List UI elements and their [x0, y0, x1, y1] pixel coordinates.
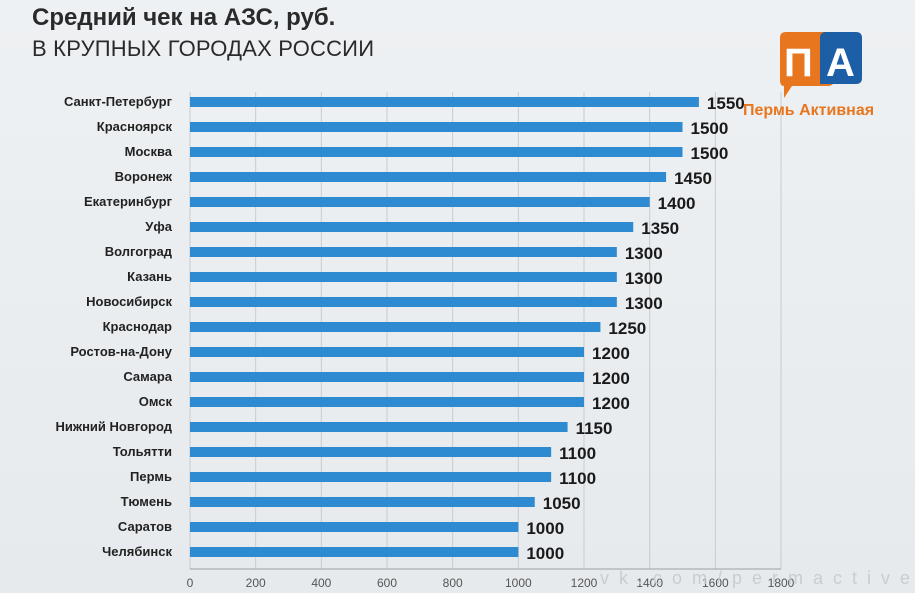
bar [190, 472, 552, 482]
perm-active-logo: П А [780, 32, 862, 98]
bar [190, 197, 650, 207]
bar [190, 97, 699, 107]
bar [190, 122, 683, 132]
x-tick-label: 1800 [768, 576, 795, 590]
svg-text:П: П [784, 41, 813, 85]
bar [190, 247, 617, 257]
bar [190, 347, 584, 357]
data-label: 1200 [592, 394, 630, 413]
data-label: 1050 [543, 494, 581, 513]
x-tick-label: 600 [377, 576, 397, 590]
bar [190, 422, 568, 432]
category-label: Тюмень [121, 494, 172, 509]
category-label: Москва [125, 144, 173, 159]
x-tick-label: 1000 [505, 576, 532, 590]
bar [190, 447, 552, 457]
x-tick-label: 200 [246, 576, 266, 590]
data-label: 1350 [641, 219, 679, 238]
bar [190, 522, 519, 532]
category-label: Красноярск [97, 119, 173, 134]
category-label: Ростов-на-Дону [70, 344, 172, 359]
data-label: 1200 [592, 369, 630, 388]
data-label: 1300 [625, 244, 663, 263]
x-tick-label: 1400 [636, 576, 663, 590]
x-tick-label: 800 [443, 576, 463, 590]
chart-subtitle: В КРУПНЫХ ГОРОДАХ РОССИИ [32, 36, 375, 61]
x-tick-label: 1600 [702, 576, 729, 590]
data-label: 1250 [608, 319, 646, 338]
x-tick-label: 0 [187, 576, 194, 590]
data-label: 1000 [526, 544, 564, 563]
data-label: 1500 [691, 119, 729, 138]
category-label: Самара [123, 369, 172, 384]
bar [190, 222, 634, 232]
data-label: 1300 [625, 269, 663, 288]
category-label: Волгоград [105, 244, 173, 259]
category-label: Пермь [130, 469, 172, 484]
data-label: 1400 [658, 194, 696, 213]
data-label: 1450 [674, 169, 712, 188]
bar [190, 297, 617, 307]
bar [190, 547, 519, 557]
category-label: Нижний Новгород [55, 419, 172, 434]
data-label: 1550 [707, 94, 745, 113]
data-label: 1150 [576, 419, 613, 438]
data-label: 1200 [592, 344, 630, 363]
category-label: Челябинск [102, 544, 172, 559]
category-label: Краснодар [103, 319, 172, 334]
bar [190, 497, 535, 507]
chart-title: Средний чек на АЗС, руб. [32, 4, 336, 31]
data-label: 1300 [625, 294, 663, 313]
bar [190, 272, 617, 282]
category-label: Тольятти [113, 444, 172, 459]
category-label: Уфа [145, 219, 172, 234]
data-label: 1100 [559, 444, 596, 463]
category-label: Воронеж [115, 169, 173, 184]
bar [190, 172, 667, 182]
x-tick-label: 400 [311, 576, 331, 590]
data-label: 1000 [526, 519, 564, 538]
logo-name: Пермь Активная [743, 102, 875, 119]
bar [190, 372, 584, 382]
category-label: Омск [139, 394, 173, 409]
bar [190, 397, 584, 407]
data-label: 1500 [691, 144, 729, 163]
bar [190, 147, 683, 157]
data-label: 1100 [559, 469, 596, 488]
watermark: vk.com/permactive [600, 568, 915, 588]
x-tick-label: 1200 [571, 576, 598, 590]
category-label: Новосибирск [86, 294, 172, 309]
category-label: Санкт-Петербург [64, 94, 173, 109]
category-label: Екатеринбург [84, 194, 173, 209]
category-label: Казань [127, 269, 172, 284]
category-label: Саратов [118, 519, 172, 534]
bar [190, 322, 601, 332]
svg-text:А: А [826, 41, 855, 85]
